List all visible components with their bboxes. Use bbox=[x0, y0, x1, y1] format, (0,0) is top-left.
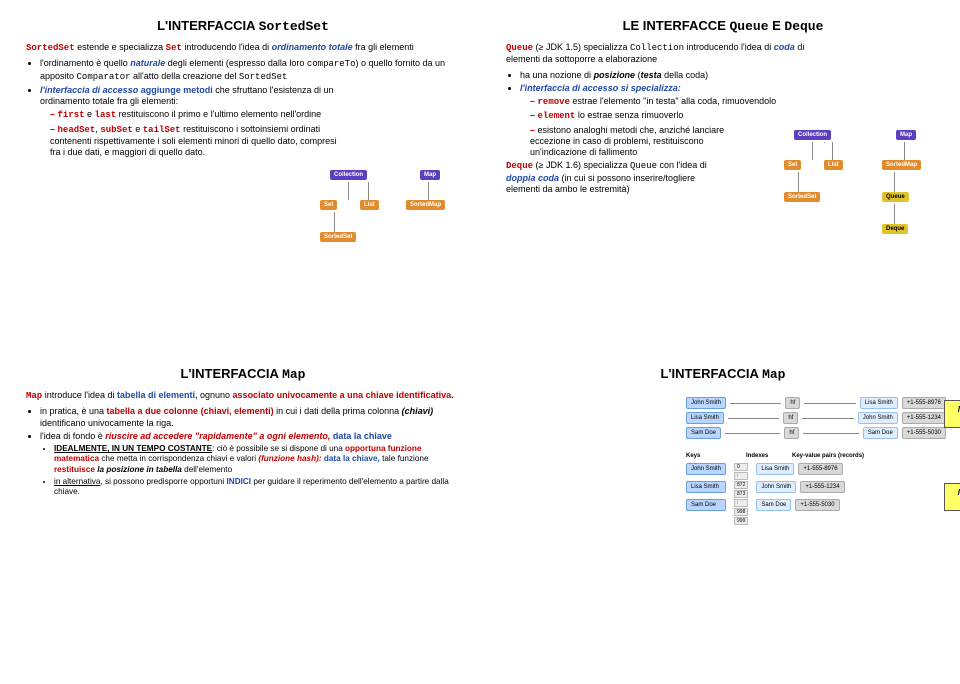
main-list: in pratica, è una tabella a due colonne … bbox=[26, 406, 460, 497]
note-index: Mappe basate su indici bbox=[944, 483, 960, 511]
title: LE INTERFACCE Queue E Deque bbox=[506, 18, 940, 34]
slide-sortedset: L'INTERFACCIA SortedSet SortedSet estend… bbox=[0, 0, 480, 342]
main-list: l'ordinamento è quello naturale degli el… bbox=[26, 58, 460, 158]
hash-map-diagram: John SmithhfLisa Smith+1-555-8976 Lisa Sm… bbox=[686, 394, 946, 525]
slide-queue-deque: LE INTERFACCE Queue E Deque Queue (≥ JDK… bbox=[480, 0, 960, 342]
intro: Queue (≥ JDK 1.5) specializza Collection… bbox=[506, 42, 816, 66]
title: L'INTERFACCIA Map bbox=[26, 366, 460, 382]
hierarchy-diagram: Collection Map Set List SortedMap Sorted… bbox=[784, 130, 944, 270]
intro: Map introduce l'idea di tabella di eleme… bbox=[26, 390, 460, 402]
hash-row: Sam DoehfSam Doe+1-555-5030 bbox=[686, 427, 946, 439]
hash-row: John SmithhfLisa Smith+1-555-8976 bbox=[686, 397, 946, 409]
deque-intro: Deque (≥ JDK 1.6) specializza Queue con … bbox=[506, 160, 726, 195]
title: L'INTERFACCIA Map bbox=[506, 366, 940, 382]
slide-map-text: L'INTERFACCIA Map Map introduce l'idea d… bbox=[0, 342, 480, 684]
hierarchy-diagram: Collection Map Set List SortedMap Sorted… bbox=[320, 170, 460, 270]
slide-map-diagram: L'INTERFACCIA Map John SmithhfLisa Smith… bbox=[480, 342, 960, 684]
main-list: ha una nozione di posizione (testa della… bbox=[506, 70, 820, 159]
intro: SortedSet estende e specializza Set intr… bbox=[26, 42, 460, 54]
title: L'INTERFACCIA SortedSet bbox=[26, 18, 460, 34]
hash-row: Lisa SmithhfJohn Smith+1-555-1234 bbox=[686, 412, 946, 424]
note-hash: Mappe basate su funzioni hash bbox=[944, 400, 960, 428]
